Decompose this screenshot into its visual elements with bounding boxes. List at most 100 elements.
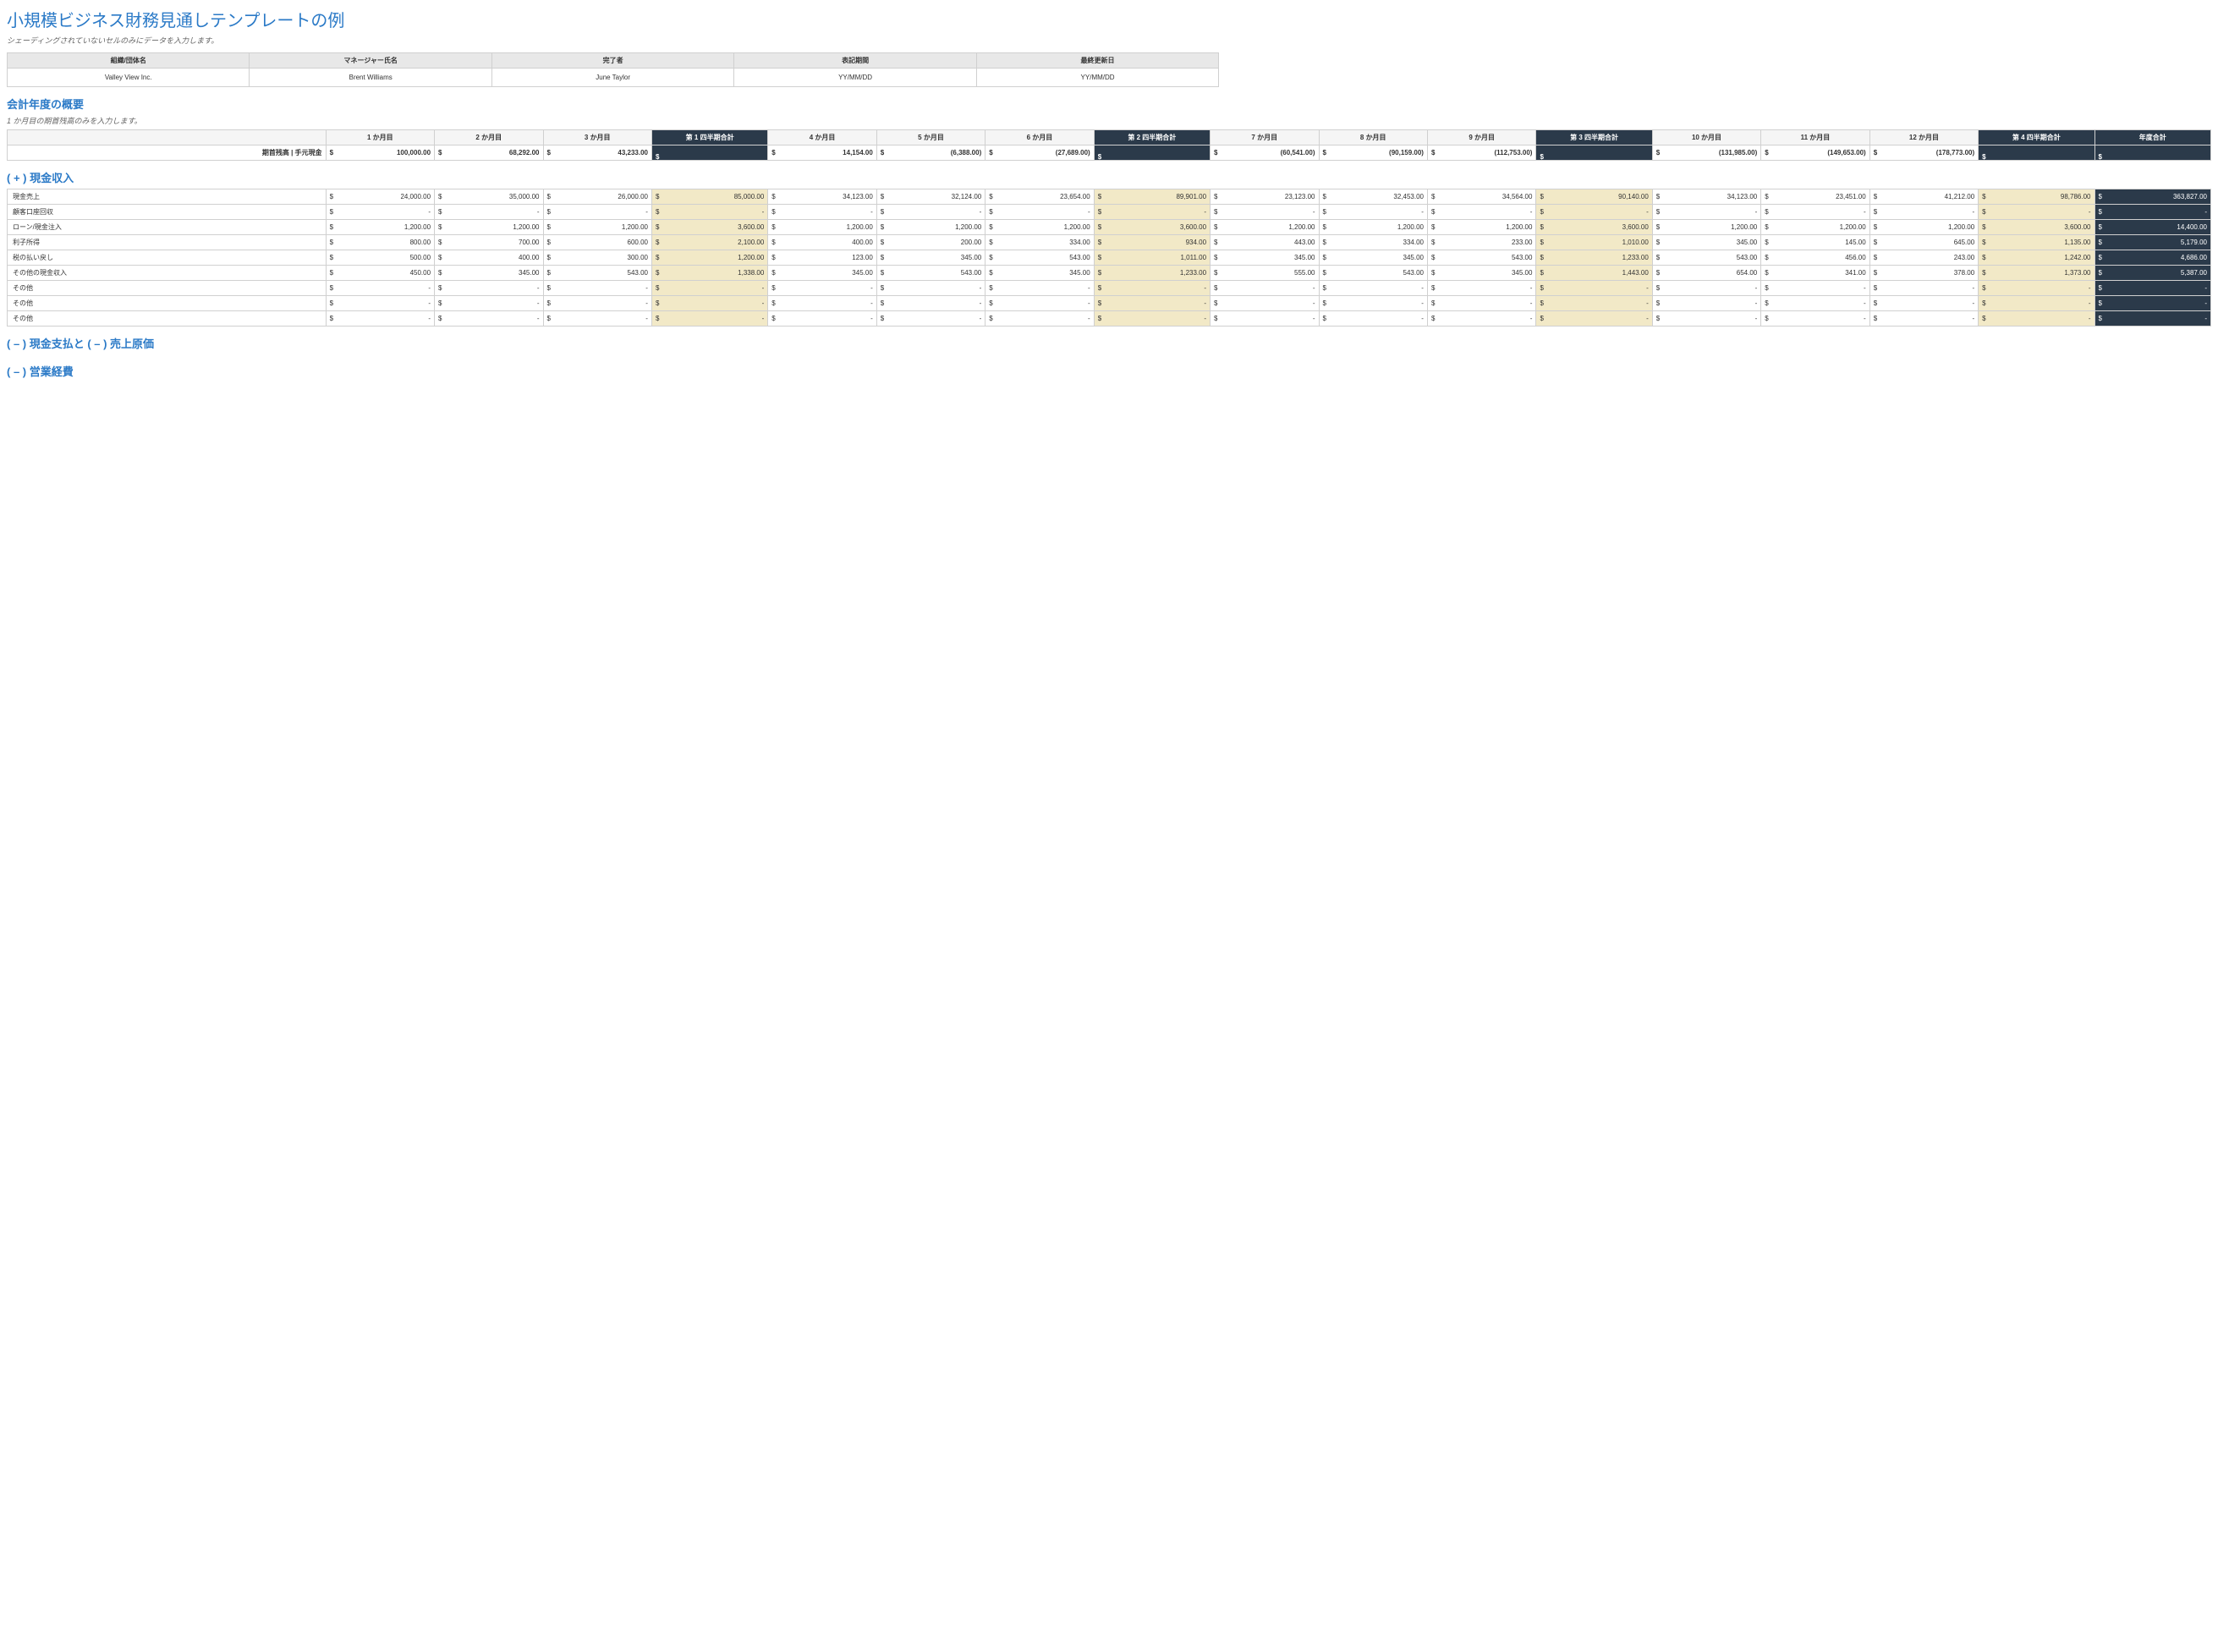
value-cell[interactable]: 3,600.00 — [1094, 220, 1210, 235]
value-cell[interactable]: 1,010.00 — [1536, 235, 1652, 250]
value-cell[interactable]: 450.00 — [326, 266, 434, 281]
info-cell[interactable]: YY/MM/DD — [734, 69, 976, 87]
value-cell[interactable]: 345.00 — [1427, 266, 1535, 281]
value-cell[interactable]: 243.00 — [1869, 250, 1978, 266]
value-cell[interactable]: 1,233.00 — [1536, 250, 1652, 266]
value-cell[interactable]: 98,786.00 — [1979, 189, 2094, 205]
value-cell[interactable]: 41,212.00 — [1869, 189, 1978, 205]
value-cell[interactable]: 32,453.00 — [1319, 189, 1427, 205]
value-cell[interactable]: 341.00 — [1761, 266, 1869, 281]
value-cell[interactable]: 800.00 — [326, 235, 434, 250]
value-cell[interactable]: 23,451.00 — [1761, 189, 1869, 205]
value-cell[interactable]: - — [651, 296, 767, 311]
value-cell[interactable]: - — [768, 311, 876, 327]
value-cell[interactable]: - — [876, 311, 985, 327]
value-cell[interactable]: 1,373.00 — [1979, 266, 2094, 281]
value-cell[interactable]: 1,200.00 — [543, 220, 651, 235]
value-cell[interactable]: - — [326, 311, 434, 327]
value-cell[interactable]: - — [768, 296, 876, 311]
value-cell[interactable]: 345.00 — [1652, 235, 1760, 250]
value-cell[interactable]: - — [1761, 311, 1869, 327]
value-cell[interactable]: 543.00 — [985, 250, 1094, 266]
value-cell[interactable]: 345.00 — [876, 250, 985, 266]
value-cell[interactable]: 456.00 — [1761, 250, 1869, 266]
value-cell[interactable]: 1,338.00 — [651, 266, 767, 281]
opening-cell[interactable]: (178,773.00) — [1869, 145, 1978, 161]
value-cell[interactable]: - — [1094, 311, 1210, 327]
value-cell[interactable]: - — [326, 296, 434, 311]
value-cell[interactable]: 934.00 — [1094, 235, 1210, 250]
value-cell[interactable]: - — [2094, 296, 2211, 311]
value-cell[interactable]: - — [1319, 311, 1427, 327]
value-cell[interactable]: 443.00 — [1211, 235, 1319, 250]
value-cell[interactable]: 3,600.00 — [1979, 220, 2094, 235]
value-cell[interactable]: 1,135.00 — [1979, 235, 2094, 250]
value-cell[interactable]: - — [2094, 281, 2211, 296]
value-cell[interactable]: 1,443.00 — [1536, 266, 1652, 281]
value-cell[interactable]: - — [768, 281, 876, 296]
value-cell[interactable]: 1,200.00 — [326, 220, 434, 235]
value-cell[interactable]: 145.00 — [1761, 235, 1869, 250]
info-cell[interactable]: June Taylor — [491, 69, 733, 87]
value-cell[interactable]: - — [1094, 296, 1210, 311]
value-cell[interactable]: - — [1761, 281, 1869, 296]
value-cell[interactable]: 1,200.00 — [435, 220, 543, 235]
value-cell[interactable]: 345.00 — [1211, 250, 1319, 266]
value-cell[interactable]: 400.00 — [435, 250, 543, 266]
value-cell[interactable]: - — [1319, 205, 1427, 220]
value-cell[interactable]: - — [1427, 205, 1535, 220]
value-cell[interactable]: 345.00 — [435, 266, 543, 281]
value-cell[interactable]: - — [543, 281, 651, 296]
value-cell[interactable]: - — [1319, 281, 1427, 296]
value-cell[interactable]: 23,123.00 — [1211, 189, 1319, 205]
value-cell[interactable]: 123.00 — [768, 250, 876, 266]
value-cell[interactable]: 4,686.00 — [2094, 250, 2211, 266]
value-cell[interactable]: 1,200.00 — [651, 250, 767, 266]
value-cell[interactable]: 543.00 — [543, 266, 651, 281]
value-cell[interactable]: - — [1869, 281, 1978, 296]
value-cell[interactable]: - — [435, 311, 543, 327]
value-cell[interactable]: - — [985, 296, 1094, 311]
value-cell[interactable]: 35,000.00 — [435, 189, 543, 205]
opening-cell[interactable] — [1979, 145, 2094, 161]
value-cell[interactable]: 14,400.00 — [2094, 220, 2211, 235]
value-cell[interactable]: 1,200.00 — [1652, 220, 1760, 235]
value-cell[interactable]: 1,200.00 — [1761, 220, 1869, 235]
value-cell[interactable]: 1,200.00 — [1211, 220, 1319, 235]
value-cell[interactable]: 200.00 — [876, 235, 985, 250]
opening-cell[interactable] — [651, 145, 767, 161]
opening-cell[interactable] — [1536, 145, 1652, 161]
value-cell[interactable]: - — [1536, 296, 1652, 311]
value-cell[interactable]: 26,000.00 — [543, 189, 651, 205]
opening-cell[interactable]: (90,159.00) — [1319, 145, 1427, 161]
value-cell[interactable]: 334.00 — [985, 235, 1094, 250]
value-cell[interactable]: 89,901.00 — [1094, 189, 1210, 205]
value-cell[interactable]: - — [876, 281, 985, 296]
value-cell[interactable]: - — [1211, 311, 1319, 327]
opening-cell[interactable]: 43,233.00 — [543, 145, 651, 161]
value-cell[interactable]: 1,200.00 — [1319, 220, 1427, 235]
opening-cell[interactable] — [2094, 145, 2211, 161]
value-cell[interactable]: - — [1979, 281, 2094, 296]
value-cell[interactable]: 1,200.00 — [985, 220, 1094, 235]
value-cell[interactable]: - — [1652, 281, 1760, 296]
value-cell[interactable]: 1,200.00 — [876, 220, 985, 235]
info-cell[interactable]: Valley View Inc. — [8, 69, 250, 87]
opening-cell[interactable]: (60,541.00) — [1211, 145, 1319, 161]
value-cell[interactable]: - — [651, 281, 767, 296]
value-cell[interactable]: 543.00 — [1652, 250, 1760, 266]
value-cell[interactable]: 700.00 — [435, 235, 543, 250]
value-cell[interactable]: 3,600.00 — [651, 220, 767, 235]
value-cell[interactable]: - — [876, 205, 985, 220]
value-cell[interactable]: - — [435, 281, 543, 296]
opening-cell[interactable]: (6,388.00) — [876, 145, 985, 161]
value-cell[interactable]: - — [543, 296, 651, 311]
opening-cell[interactable]: (131,985.00) — [1652, 145, 1760, 161]
value-cell[interactable]: - — [326, 205, 434, 220]
value-cell[interactable]: 90,140.00 — [1536, 189, 1652, 205]
value-cell[interactable]: 645.00 — [1869, 235, 1978, 250]
value-cell[interactable]: - — [1979, 296, 2094, 311]
value-cell[interactable]: - — [1536, 205, 1652, 220]
value-cell[interactable]: 555.00 — [1211, 266, 1319, 281]
value-cell[interactable]: - — [651, 311, 767, 327]
